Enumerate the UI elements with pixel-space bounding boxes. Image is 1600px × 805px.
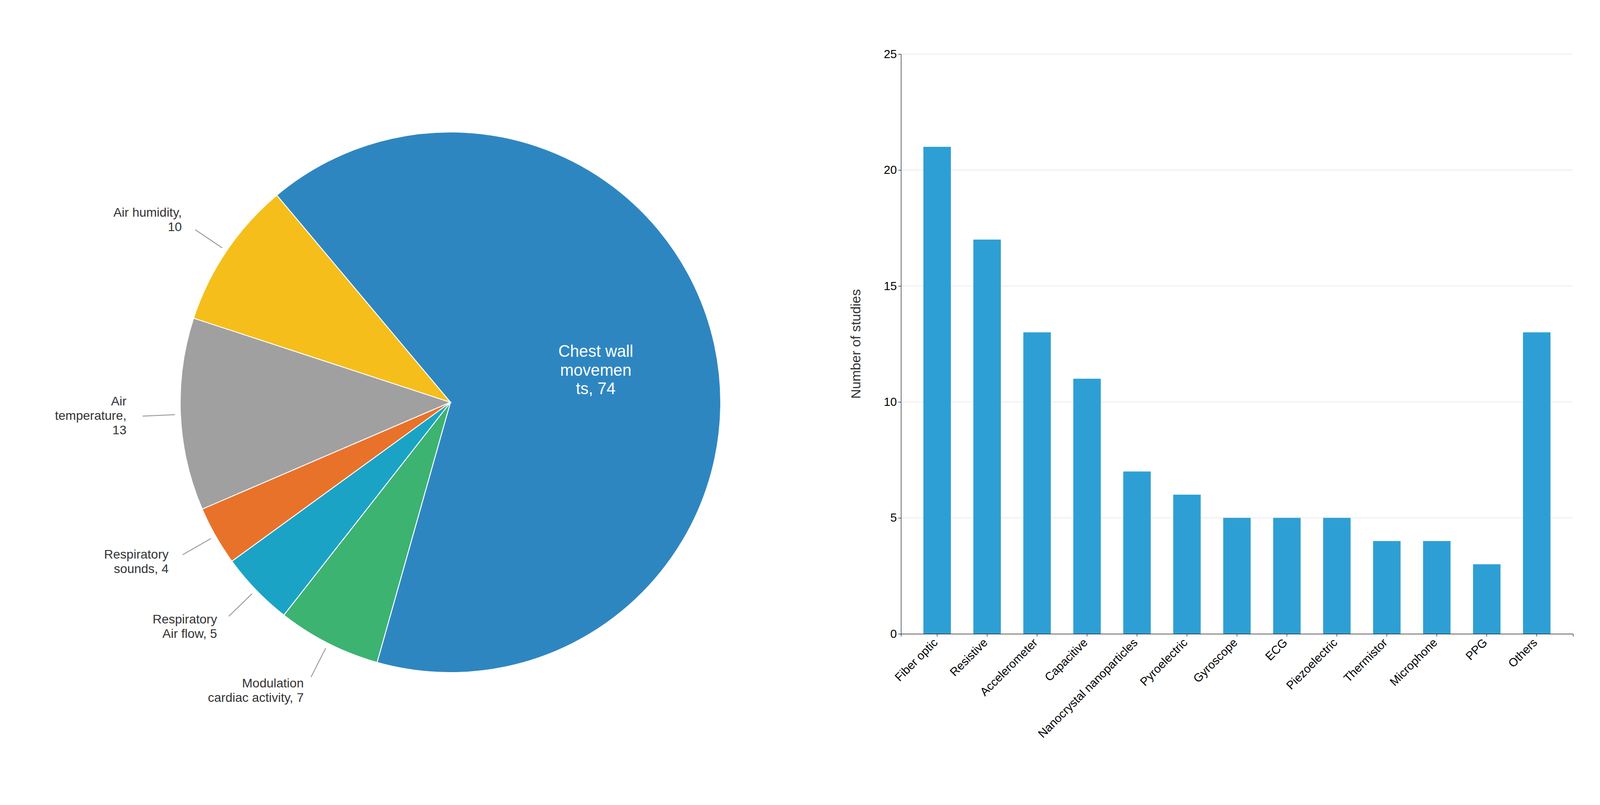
grid [900,54,1573,634]
tick-label: Pyroelectric [1137,635,1191,689]
axis-domain [898,54,902,635]
tick-mark [898,518,901,519]
data-label: RespiratoryAir flow, 5 [152,612,218,641]
tick-label: Microphone [1386,635,1440,689]
tick: 15 [883,279,901,293]
tick: Nanocrystal nanoparticles [1035,633,1141,741]
tick: Capacitive [1041,633,1091,684]
bar [973,239,1001,634]
y-axis-title: Number of studies [848,289,864,399]
tick-label: Capacitive [1041,635,1091,684]
leader-line [228,593,253,617]
tick-label: 10 [883,395,897,409]
bars [923,146,1551,634]
grid-line [900,169,1573,171]
grid-line [900,401,1573,403]
tick-mark [898,633,901,635]
tick: 0 [890,627,901,641]
background [0,0,1600,805]
bar [1372,540,1401,634]
data-label: Airtemperature,13 [54,394,127,437]
leader-line [195,229,223,248]
bar [923,146,951,634]
tick: Fiber optic [891,633,941,684]
tick-label: 0 [890,627,897,641]
tick-label: 25 [883,47,897,61]
tick-label: 5 [890,510,897,525]
tick: Accelerometer [977,633,1041,699]
tick-mark [898,54,901,55]
tick: Resistive [946,633,991,679]
tick-mark [1186,633,1188,637]
tick-mark [1436,633,1437,637]
data-label: Air humidity,10 [113,205,182,234]
grid-line [900,285,1573,287]
pie-labels: Chest wallmovements, 74 Modulationcardiac… [54,205,634,705]
tick-mark [898,286,901,287]
bar [1222,518,1251,634]
chart-root: Chest wallmovements, 74 Modulationcardiac… [0,0,1600,805]
tick: ECG [1262,633,1291,664]
tick-mark [986,633,988,637]
x-axis: Fiber opticResistiveAccelerometerCapacit… [891,633,1573,741]
tick-label: Resistive [946,635,991,679]
tick: PPG [1463,633,1491,663]
tick-mark [1486,633,1487,637]
tick-mark [1236,633,1238,637]
tick-mark [1536,633,1537,637]
tick: Pyroelectric [1137,633,1191,689]
tick-mark [898,169,901,171]
tick: Piezoelectric [1283,633,1340,693]
tick-label: Gyroscope [1190,635,1241,686]
grid-line [900,54,1573,55]
data-label: Modulationcardiac activity, 7 [208,676,305,705]
leader-line [142,414,176,416]
tick: Gyroscope [1190,633,1241,686]
tick-label: Piezoelectric [1283,635,1340,692]
leader-line [182,538,212,555]
tick-mark [1036,633,1038,637]
tick-mark [1386,633,1387,637]
tick: Thermistor [1340,633,1391,685]
tick-label: Fiber optic [891,635,941,684]
pie: Chest wallmovements, 74 Modulationcardiac… [54,131,721,705]
tick-label: 20 [883,163,897,177]
data-label: Chest wallmovements, 74 [558,341,634,398]
tick-label: Others [1505,635,1540,670]
tick-mark [1136,633,1138,637]
slices [180,131,721,673]
bar [1123,471,1151,634]
bar [1173,494,1201,634]
tick: 20 [883,163,901,177]
bar [1522,332,1551,634]
bar [1023,332,1051,634]
axis-domain [901,634,1574,637]
tick-mark [898,401,901,403]
tick: 5 [890,510,901,525]
leader-line [311,648,327,678]
bar [1422,540,1451,634]
bar-chart: 0 5 10 15 20 25 Fiber opticResistiveAccelerome… [848,47,1574,741]
tick-label: Accelerometer [977,635,1041,699]
tick-label: 15 [883,279,897,293]
tick-mark [936,633,938,637]
tick-label: PPG [1463,635,1491,663]
tick-label: ECG [1262,635,1291,664]
pie-slice [193,195,451,403]
tick-mark [1286,633,1287,637]
data-label: Respiratorysounds, 4 [104,547,169,576]
tick: 25 [883,47,901,61]
bar [1073,378,1101,634]
tick-mark [1336,633,1337,637]
tick: Others [1505,633,1540,670]
bar [1272,518,1301,634]
tick-mark [1086,633,1088,637]
tick: 10 [883,395,901,409]
tick-label: Thermistor [1340,635,1391,685]
bar [1322,518,1351,634]
tick: Microphone [1386,633,1440,689]
y-axis: 0 5 10 15 20 25 [883,47,901,641]
tick-label: Nanocrystal nanoparticles [1035,635,1141,741]
bar [1472,564,1501,634]
